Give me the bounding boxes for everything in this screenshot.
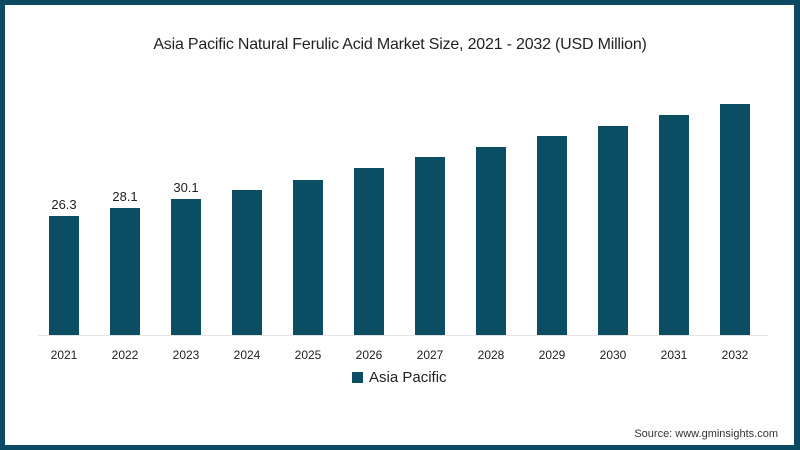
data-label: 28.1: [112, 189, 138, 205]
source-note: Source: www.gminsights.com: [634, 428, 778, 440]
bar-2022: [110, 208, 140, 336]
x-tick-label: 2027: [416, 348, 444, 362]
bar-2028: [476, 147, 506, 336]
bar-2024: [232, 190, 262, 336]
bar-2031: [659, 114, 689, 336]
bar-2026: [354, 167, 384, 336]
data-label: 30.1: [173, 180, 199, 196]
x-tick-label: 2022: [111, 348, 139, 362]
x-tick-label: 2021: [50, 348, 78, 362]
x-tick-label: 2026: [355, 348, 383, 362]
bar-2030: [598, 125, 628, 336]
chart-title: Asia Pacific Natural Ferulic Acid Market…: [153, 36, 647, 53]
data-label: 26.3: [51, 197, 77, 213]
x-tick-label: 2032: [721, 348, 749, 362]
x-tick-label: 2029: [538, 348, 566, 362]
x-tick-label: 2031: [660, 348, 688, 362]
x-tick-label: 2030: [599, 348, 627, 362]
x-tick-label: 2028: [477, 348, 505, 362]
x-tick-label: 2023: [172, 348, 200, 362]
bar-2021: [49, 216, 79, 336]
bar-2032: [720, 104, 750, 336]
bar-2027: [415, 157, 445, 336]
bar-2029: [537, 136, 567, 336]
x-tick-label: 2024: [233, 348, 261, 362]
x-axis-line: [38, 335, 768, 336]
x-tick-label: 2025: [294, 348, 322, 362]
bar-2025: [293, 179, 323, 336]
legend: Asia Pacific: [352, 369, 447, 386]
legend-swatch-icon: [352, 372, 363, 383]
legend-label: Asia Pacific: [369, 369, 447, 386]
bar-2023: [171, 199, 201, 336]
